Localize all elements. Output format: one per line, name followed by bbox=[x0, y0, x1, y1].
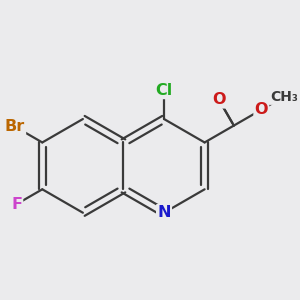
Text: Br: Br bbox=[5, 119, 25, 134]
Text: N: N bbox=[157, 205, 171, 220]
Text: Cl: Cl bbox=[155, 83, 173, 98]
Text: O: O bbox=[255, 102, 268, 117]
Text: CH₃: CH₃ bbox=[270, 90, 298, 104]
Text: O: O bbox=[212, 92, 226, 107]
Text: F: F bbox=[11, 197, 22, 212]
